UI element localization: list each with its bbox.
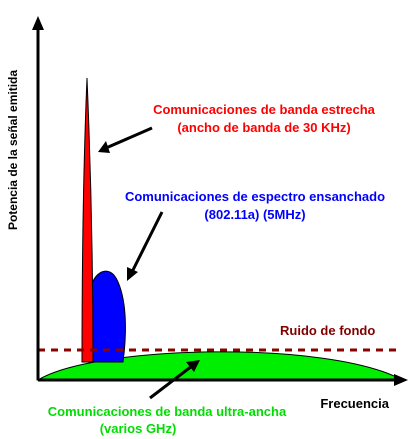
y-axis-arrowhead xyxy=(32,16,44,30)
spread-label-line1: Comunicaciones de espectro ensanchado xyxy=(125,189,385,204)
spread-arrowhead xyxy=(127,267,138,281)
uwb-arrowhead xyxy=(186,360,200,372)
uwb-label-line1: Comunicaciones de banda ultra-ancha xyxy=(48,404,287,419)
y-axis-label: Potencia de la señal emitida xyxy=(6,70,20,230)
noise-label: Ruido de fondo xyxy=(280,323,375,338)
x-axis-arrowhead xyxy=(394,374,408,386)
spread-arrow xyxy=(130,211,164,273)
uwb-arrow xyxy=(149,364,193,400)
uwb-label-line2: (varios GHz) xyxy=(100,421,177,436)
spread-label-line2: (802.11a) (5MHz) xyxy=(204,207,305,222)
narrowband-spike xyxy=(81,77,94,363)
uwb-signal-shape xyxy=(36,351,404,381)
narrowband-label-line2: (ancho de banda de 30 KHz) xyxy=(177,120,350,135)
narrowband-arrow xyxy=(105,126,153,150)
spread-spectrum-shape xyxy=(89,270,126,363)
narrowband-arrowhead xyxy=(98,141,110,153)
narrowband-label-line1: Comunicaciones de banda estrecha xyxy=(153,102,376,117)
x-axis-label: Frecuencia xyxy=(320,396,389,411)
